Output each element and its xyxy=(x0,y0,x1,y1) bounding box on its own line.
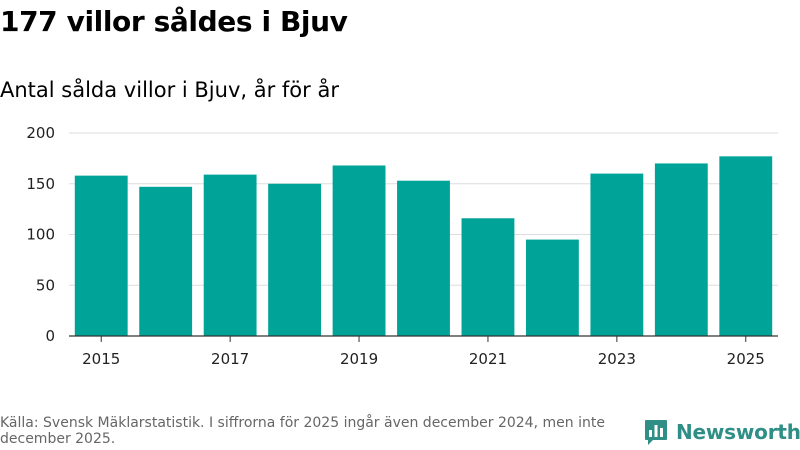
chart-subtitle: Antal sålda villor i Bjuv, år för år xyxy=(0,78,339,102)
bar-2016[interactable] xyxy=(139,186,193,336)
chart-title: 177 villor såldes i Bjuv xyxy=(0,5,348,38)
x-tick-label-2019: 2019 xyxy=(340,350,378,368)
bar-2021[interactable] xyxy=(461,218,515,336)
newsworthy-logo-icon xyxy=(645,420,667,445)
bar-2025[interactable] xyxy=(719,156,773,336)
bar-2015[interactable] xyxy=(74,175,128,336)
y-tick-label-150: 150 xyxy=(26,175,55,193)
x-axis-labels: 2015 2017 2019 2021 2023 2025 xyxy=(82,350,765,368)
bar-2020[interactable] xyxy=(397,180,450,336)
y-axis-labels: 0 50 100 150 200 xyxy=(26,124,55,345)
x-tick-label-2021: 2021 xyxy=(469,350,507,368)
bar-chart: 0 50 100 150 200 2015 2017 2019 2021 2023 2025 xyxy=(26,124,778,368)
bar-2019[interactable] xyxy=(332,165,386,336)
x-tick-label-2017: 2017 xyxy=(211,350,249,368)
bar-2022[interactable] xyxy=(525,239,579,336)
y-tick-label-0: 0 xyxy=(45,327,55,345)
bars xyxy=(74,156,773,336)
bar-2018[interactable] xyxy=(268,183,322,336)
x-tick-label-2025: 2025 xyxy=(727,350,765,368)
bar-2017[interactable] xyxy=(203,174,257,336)
bar-2023[interactable] xyxy=(590,173,644,336)
y-tick-label-100: 100 xyxy=(26,226,55,244)
newsworthy-logo-text: Newsworthy xyxy=(676,420,800,444)
bar-2024[interactable] xyxy=(654,163,708,336)
source-note: Källa: Svensk Mäklarstatistik. I siffror… xyxy=(0,415,605,447)
x-tick-label-2023: 2023 xyxy=(598,350,636,368)
x-tick-label-2015: 2015 xyxy=(82,350,120,368)
y-tick-label-200: 200 xyxy=(26,124,55,142)
y-tick-label-50: 50 xyxy=(36,276,55,294)
x-axis-ticks xyxy=(100,336,747,342)
newsworthy-logo[interactable]: Newsworthy xyxy=(644,418,800,446)
